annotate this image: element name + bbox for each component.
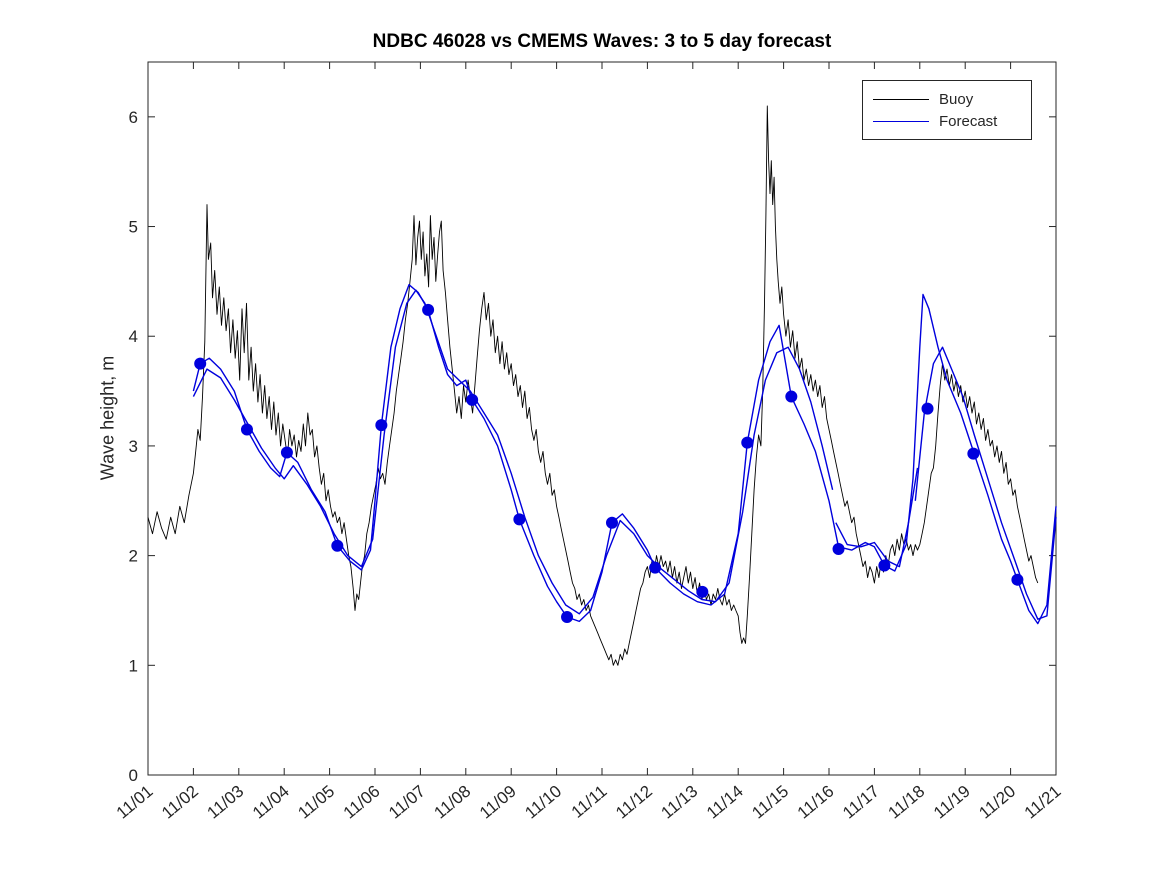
x-tick-label: 11/17 bbox=[839, 782, 883, 823]
forecast-marker bbox=[422, 303, 435, 316]
x-tick-label: 11/10 bbox=[521, 782, 565, 823]
forecast-marker bbox=[561, 611, 574, 624]
x-tick-label: 11/16 bbox=[794, 782, 838, 823]
forecast-marker bbox=[280, 446, 293, 459]
forecast-marker bbox=[331, 539, 344, 552]
forecast-marker bbox=[967, 447, 980, 460]
x-tick-label: 11/19 bbox=[930, 782, 974, 823]
x-tick-label: 11/12 bbox=[612, 782, 656, 823]
x-tick-label: 11/01 bbox=[113, 782, 157, 823]
legend-label-buoy: Buoy bbox=[939, 90, 974, 108]
y-tick-label: 2 bbox=[129, 547, 138, 566]
forecast-series bbox=[192, 289, 834, 615]
forecast-marker bbox=[878, 559, 891, 572]
x-tick-label: 11/03 bbox=[204, 782, 248, 823]
y-tick-label: 4 bbox=[129, 327, 138, 346]
forecast-series bbox=[192, 284, 1057, 625]
x-tick-label: 11/21 bbox=[1021, 782, 1065, 823]
forecast-marker bbox=[375, 419, 388, 432]
forecast-marker bbox=[240, 423, 253, 436]
forecast-line-swatch bbox=[873, 120, 929, 122]
x-tick-label: 11/06 bbox=[340, 782, 384, 823]
legend: Buoy Forecast bbox=[862, 80, 1032, 140]
forecast-marker bbox=[1011, 573, 1024, 586]
y-tick-label: 5 bbox=[129, 218, 138, 237]
forecast-marker bbox=[741, 436, 754, 449]
x-tick-label: 11/14 bbox=[703, 782, 747, 823]
buoy-series bbox=[147, 105, 1039, 666]
forecast-marker bbox=[785, 390, 798, 403]
forecast-marker bbox=[832, 543, 845, 556]
y-tick-label: 3 bbox=[129, 437, 138, 456]
forecast-marker bbox=[605, 516, 618, 529]
chart-title: NDBC 46028 vs CMEMS Waves: 3 to 5 day fo… bbox=[372, 31, 832, 52]
x-tick-label: 11/05 bbox=[294, 782, 338, 823]
forecast-marker bbox=[194, 357, 207, 370]
y-tick-label: 1 bbox=[129, 656, 138, 675]
buoy-line-swatch bbox=[873, 98, 929, 100]
x-tick-label: 11/04 bbox=[249, 782, 293, 823]
x-tick-label: 11/08 bbox=[431, 782, 475, 823]
legend-label-forecast: Forecast bbox=[939, 112, 998, 130]
x-tick-label: 11/11 bbox=[568, 782, 611, 822]
x-tick-label: 11/13 bbox=[658, 782, 702, 823]
forecast-marker bbox=[696, 585, 709, 598]
legend-item-buoy: Buoy bbox=[863, 88, 1031, 110]
forecast-series bbox=[914, 346, 1057, 620]
x-tick-label: 11/07 bbox=[385, 782, 429, 823]
y-axis: 0 1 2 3 4 5 6 bbox=[129, 108, 1056, 785]
forecast-marker bbox=[921, 402, 934, 415]
forecast-markers bbox=[194, 303, 1024, 624]
axes-box bbox=[147, 61, 1057, 776]
x-tick-label: 11/02 bbox=[158, 782, 202, 823]
forecast-marker bbox=[513, 513, 526, 526]
forecast-marker bbox=[649, 561, 662, 574]
x-tick-label: 11/09 bbox=[476, 782, 520, 823]
x-tick-label: 11/18 bbox=[885, 782, 929, 823]
forecast-series bbox=[835, 467, 919, 568]
legend-item-forecast: Forecast bbox=[863, 110, 1031, 132]
y-tick-label: 0 bbox=[129, 766, 138, 785]
y-tick-label: 6 bbox=[129, 108, 138, 127]
x-tick-label: 11/15 bbox=[748, 782, 792, 823]
x-tick-label: 11/20 bbox=[975, 782, 1019, 823]
forecast-marker bbox=[466, 393, 479, 406]
